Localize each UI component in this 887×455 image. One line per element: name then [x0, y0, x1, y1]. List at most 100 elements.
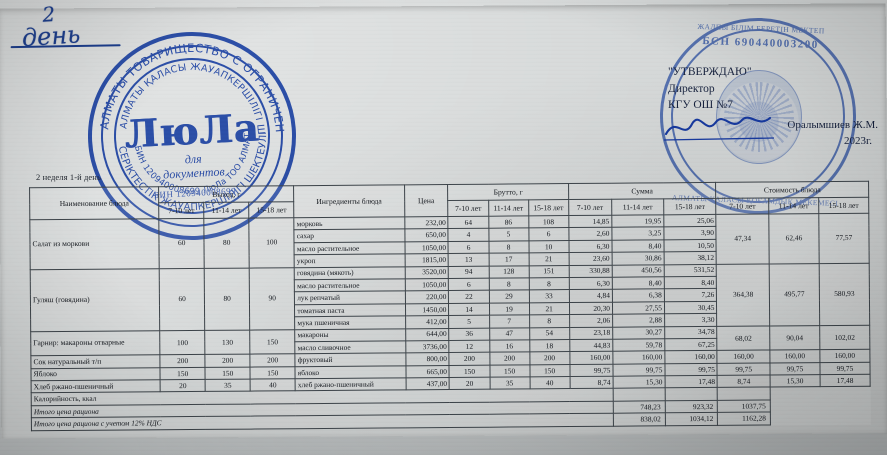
cell-ingredient-price: 412,00 — [405, 315, 450, 329]
cell-yield-age-1: 200 — [205, 354, 251, 368]
table-body: Салат из моркови 60 80 100 морковь 232,00 64 86… — [29, 213, 871, 431]
cell-gross-age-0: 12 — [449, 340, 490, 353]
cell-dish-cost-age-1: 99,75 — [769, 362, 820, 376]
header-gross-age-1: 11-14 лет — [488, 199, 529, 217]
cell-ingredient-name: фруктовый — [295, 353, 406, 367]
cell-gross-age-0: 22 — [448, 290, 490, 304]
footer-value-age-2 — [717, 387, 771, 401]
cell-gross-age-0: 13 — [448, 253, 489, 267]
cell-sum-age-1: 27,55 — [612, 301, 665, 315]
cell-ingredient-price: 220,00 — [404, 290, 449, 304]
cell-ingredient-price: 1050,00 — [404, 241, 449, 255]
cell-sum-age-2: 99,75 — [664, 363, 718, 376]
cell-dish-cost-age-1: 15,30 — [770, 374, 821, 388]
cell-yield-age-0: 200 — [160, 354, 206, 368]
cell-yield-age-0: 60 — [159, 267, 205, 331]
cell-sum-age-2: 3,90 — [663, 226, 717, 240]
header-sum-group: Сумма — [568, 182, 717, 200]
menu-cost-table: Наименование блюда Выход, г Ингредиенты … — [29, 180, 871, 431]
cell-gross-age-0: 6 — [448, 278, 489, 291]
cell-ingredient-price: 644,00 — [405, 328, 450, 341]
cell-ingredient-price: 1050,00 — [404, 278, 449, 292]
cell-ingredient-price: 800,00 — [405, 352, 450, 366]
cell-gross-age-2: 8 — [528, 277, 570, 291]
cell-dish-cost-age-0: 99,75 — [717, 362, 771, 376]
cell-sum-age-0: 14,85 — [568, 215, 612, 228]
cell-ingredient-price: 3736,00 — [405, 340, 450, 354]
cell-sum-age-2: 17,48 — [664, 375, 718, 389]
cell-gross-age-1: 47 — [489, 327, 530, 341]
cell-yield-age-1: 80 — [204, 218, 250, 268]
cell-dish-cost-age-2: 99,75 — [819, 361, 871, 375]
cell-gross-age-0: 20 — [449, 377, 490, 390]
approval-year: 2023г. — [843, 135, 872, 148]
cell-dish-cost-age-0: 68,02 — [717, 325, 770, 351]
cell-sum-age-0: 4,84 — [569, 289, 613, 303]
cell-gross-age-2: 10 — [528, 240, 569, 254]
header-gross-group: Брутто, г — [448, 183, 569, 201]
handwritten-signature-icon — [663, 116, 775, 141]
cell-gross-age-2: 54 — [529, 327, 570, 340]
cell-yield-age-1: 35 — [205, 379, 251, 392]
cell-dish-name: Гарнир: макароны отварные — [30, 330, 161, 357]
cell-gross-age-2: 21 — [528, 252, 569, 266]
footer-value-age-0: 838,02 — [613, 413, 666, 426]
header-gross-age-2: 15-18 лет — [528, 199, 569, 216]
cell-gross-age-2: 8 — [529, 314, 570, 328]
cell-gross-age-1: 200 — [489, 352, 530, 365]
cell-ingredient-name: томатная паста — [294, 303, 406, 317]
cell-gross-age-0: 6 — [448, 240, 489, 254]
cell-dish-cost-age-2: 77,57 — [818, 213, 870, 264]
cell-dish-cost-age-2: 17,48 — [819, 374, 871, 388]
cell-sum-age-0: 23,60 — [568, 252, 613, 266]
cell-gross-age-0: 36 — [449, 327, 490, 341]
cell-gross-age-1: 86 — [488, 215, 529, 229]
header-cost-group: Стоимость блюда — [715, 181, 869, 199]
cell-sum-age-1: 8,40 — [611, 239, 664, 253]
cell-yield-age-1: 150 — [205, 366, 251, 380]
cell-sum-age-1: 30,86 — [612, 251, 665, 265]
cell-dish-cost-age-0: 47,34 — [716, 213, 770, 264]
cell-yield-age-2: 90 — [249, 267, 295, 330]
cell-gross-age-1: 16 — [489, 339, 530, 353]
cell-gross-age-1: 19 — [489, 302, 530, 316]
footer-value-age-2: 1037,75 — [717, 399, 771, 413]
cell-dish-name: Яблоко — [30, 367, 161, 381]
cell-yield-age-2: 200 — [250, 354, 296, 367]
cell-sum-age-1: 2,88 — [612, 313, 665, 327]
approval-signature-row: Оралымшиев Ж.М. 2023г. — [663, 112, 878, 147]
cell-sum-age-2: 531,52 — [664, 263, 717, 277]
cell-yield-age-0: 100 — [159, 329, 206, 356]
cell-sum-age-2: 25,06 — [663, 214, 717, 228]
cell-sum-age-1: 450,56 — [612, 264, 665, 278]
cell-sum-age-1: 3,25 — [611, 227, 664, 241]
header-gross-age-0: 7-10 лет — [448, 200, 489, 217]
cell-sum-age-2: 38,12 — [663, 251, 717, 265]
cell-dish-cost-age-2: 160,00 — [819, 349, 870, 363]
cell-ingredient-name: сахар — [294, 229, 405, 243]
handwritten-day-note: 2 день — [6, 0, 161, 77]
header-yield-age-0: 7-10 лет — [158, 202, 205, 219]
cell-sum-age-2: 8,40 — [664, 276, 717, 290]
cell-gross-age-1: 17 — [488, 253, 529, 266]
cell-yield-age-2: 40 — [250, 378, 296, 392]
cell-gross-age-2: 40 — [529, 376, 570, 390]
cell-yield-age-2: 150 — [249, 329, 296, 355]
footer-value-age-1 — [665, 387, 718, 401]
footer-value-age-0 — [613, 388, 666, 402]
cell-sum-age-2: 10,50 — [663, 239, 717, 252]
cell-gross-age-2: 33 — [528, 289, 570, 303]
header-yield-age-2: 15-18 лет — [248, 201, 295, 219]
cell-sum-age-1: 160,00 — [612, 351, 665, 364]
cell-dish-name: Хлеб ржано-пшеничный — [31, 379, 161, 394]
header-cost-age-0: 7-10 лет — [716, 197, 769, 215]
cell-sum-age-0: 99,75 — [569, 363, 614, 377]
footer-value-age-1: 923,32 — [665, 400, 718, 414]
cell-gross-age-1: 8 — [488, 240, 529, 254]
cell-ingredient-name: яблоко — [295, 365, 406, 379]
cell-sum-age-2: 34,78 — [664, 325, 718, 339]
cell-ingredient-name: укроп — [294, 254, 405, 268]
cell-sum-age-2: 30,45 — [664, 301, 718, 314]
cell-sum-age-0: 6,30 — [568, 240, 613, 253]
cell-yield-age-0: 20 — [160, 379, 206, 393]
